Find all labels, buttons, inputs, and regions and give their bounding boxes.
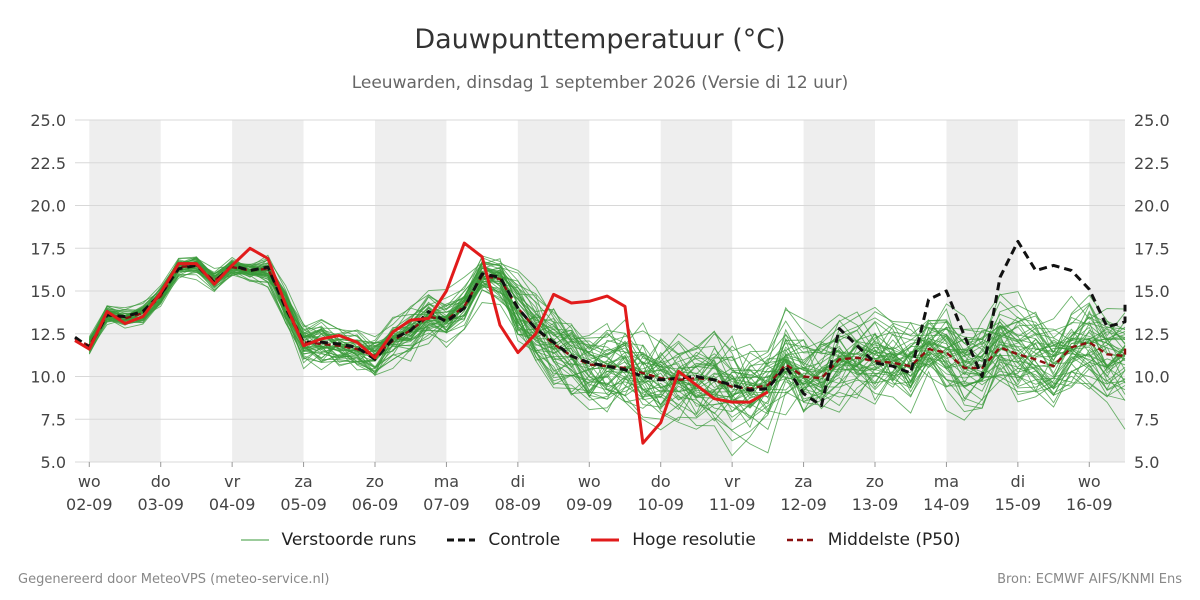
legend-label-perturbed: Verstoorde runs: [281, 530, 417, 550]
y-tick-label-left: 12.5: [30, 325, 66, 344]
x-tick-label-date: 15-09: [995, 495, 1042, 514]
ensemble-run-line: [88, 259, 1126, 413]
x-tick-label-date: 12-09: [780, 495, 827, 514]
y-tick-label-right: 12.5: [1134, 325, 1170, 344]
x-tick-label-dow: di: [511, 472, 526, 491]
x-tick-label-date: 04-09: [209, 495, 256, 514]
legend-item-perturbed: Verstoorde runs: [240, 530, 417, 550]
ensemble-run-line: [88, 262, 1126, 399]
x-tick-label-date: 02-09: [66, 495, 113, 514]
y-tick-label-left: 17.5: [30, 239, 66, 258]
y-tick-label-right: 10.0: [1134, 368, 1170, 387]
legend-label-high-res: Hoge resolutie: [632, 530, 756, 550]
x-tick-label-dow: zo: [366, 472, 384, 491]
ensemble-run-line: [88, 262, 1126, 421]
x-tick-label-date: 08-09: [495, 495, 542, 514]
x-tick-label-date: 09-09: [566, 495, 613, 514]
series-line-middelste-p50: [74, 264, 1127, 390]
y-tick-label-left: 10.0: [30, 368, 66, 387]
x-tick-label-dow: di: [1011, 472, 1026, 491]
x-tick-label-dow: ma: [434, 472, 459, 491]
legend-item-median: Middelste (P50): [786, 530, 961, 550]
y-tick-label-right: 15.0: [1134, 282, 1170, 301]
x-tick-label-date: 03-09: [137, 495, 184, 514]
x-tick-label-dow: za: [294, 472, 312, 491]
x-tick-label-date: 13-09: [852, 495, 899, 514]
x-tick-label-date: 14-09: [923, 495, 970, 514]
ensemble-run-line: [88, 259, 1126, 415]
y-tick-label-left: 20.0: [30, 197, 66, 216]
ensemble-run-line: [88, 262, 1126, 419]
y-tick-label-right: 20.0: [1134, 197, 1170, 216]
x-tick-label-dow: zo: [866, 472, 884, 491]
footer-generator: Gegenereerd door MeteoVPS (meteo-service…: [18, 572, 330, 587]
x-tick-label-date: 05-09: [280, 495, 327, 514]
ensemble-run-line: [88, 256, 1126, 411]
x-tick-label-dow: do: [151, 472, 171, 491]
x-tick-label-date: 10-09: [637, 495, 684, 514]
x-tick-label-date: 11-09: [709, 495, 756, 514]
legend-swatch-control: [447, 538, 476, 542]
chart-subtitle: Leeuwarden, dinsdag 1 september 2026 (Ve…: [351, 73, 849, 93]
x-tick-label-dow: ma: [934, 472, 959, 491]
chart-title: Dauwpunttemperatuur (°C): [414, 24, 786, 55]
series-line-controle: [74, 239, 1127, 408]
ensemble-run-line: [88, 262, 1126, 413]
y-tick-label-left: 22.5: [30, 154, 66, 173]
legend-swatch-median: [786, 538, 815, 542]
legend-item-high-res: Hoge resolutie: [590, 530, 756, 550]
y-tick-label-right: 22.5: [1134, 154, 1170, 173]
footer-source: Bron: ECMWF AIFS/KNMI Ens: [997, 572, 1182, 587]
ensemble-run-line: [88, 266, 1126, 413]
y-tick-label-right: 17.5: [1134, 239, 1170, 258]
legend-swatch-high-res: [591, 538, 620, 542]
y-tick-label-left: 15.0: [30, 282, 66, 301]
x-tick-label-dow: wo: [78, 472, 101, 491]
x-tick-label-date: 07-09: [423, 495, 470, 514]
legend-item-control: Controle: [446, 530, 560, 550]
x-tick-label-date: 16-09: [1066, 495, 1113, 514]
series-line-hoge-resolutie: [74, 241, 769, 445]
x-tick-label-dow: wo: [1078, 472, 1101, 491]
ensemble-run-line: [88, 260, 1126, 405]
x-tick-label-date: 06-09: [352, 495, 399, 514]
legend-label-median: Middelste (P50): [827, 530, 961, 550]
legend-swatch-perturbed: [240, 539, 269, 541]
x-tick-label-dow: vr: [724, 472, 740, 491]
y-tick-label-left: 5.0: [41, 453, 66, 472]
ensemble-run-line: [88, 259, 1126, 394]
ensemble-run-line: [88, 262, 1126, 398]
x-tick-label-dow: vr: [224, 472, 240, 491]
x-tick-label-dow: wo: [578, 472, 601, 491]
y-tick-label-right: 7.5: [1134, 410, 1159, 429]
x-tick-label-dow: do: [651, 472, 671, 491]
y-tick-label-left: 7.5: [41, 410, 66, 429]
legend-label-control: Controle: [488, 530, 561, 550]
ensemble-run-line: [88, 258, 1126, 415]
axes: 5.0 5.0 7.5 7.5 10.0 10.0 12.5 12.5 15.0 15.0 17.5…: [30, 111, 1169, 514]
y-tick-label-right: 25.0: [1134, 111, 1170, 130]
ensemble-run-line: [88, 266, 1126, 457]
main-series: [74, 239, 1127, 445]
grid-lines: [75, 119, 1125, 463]
ensemble-run-line: [88, 257, 1126, 408]
x-tick-label-dow: za: [794, 472, 812, 491]
legend: Verstoorde runs Controle Hoge resolutie …: [0, 530, 1200, 550]
y-tick-label-left: 25.0: [30, 111, 66, 130]
y-tick-label-right: 5.0: [1134, 453, 1159, 472]
